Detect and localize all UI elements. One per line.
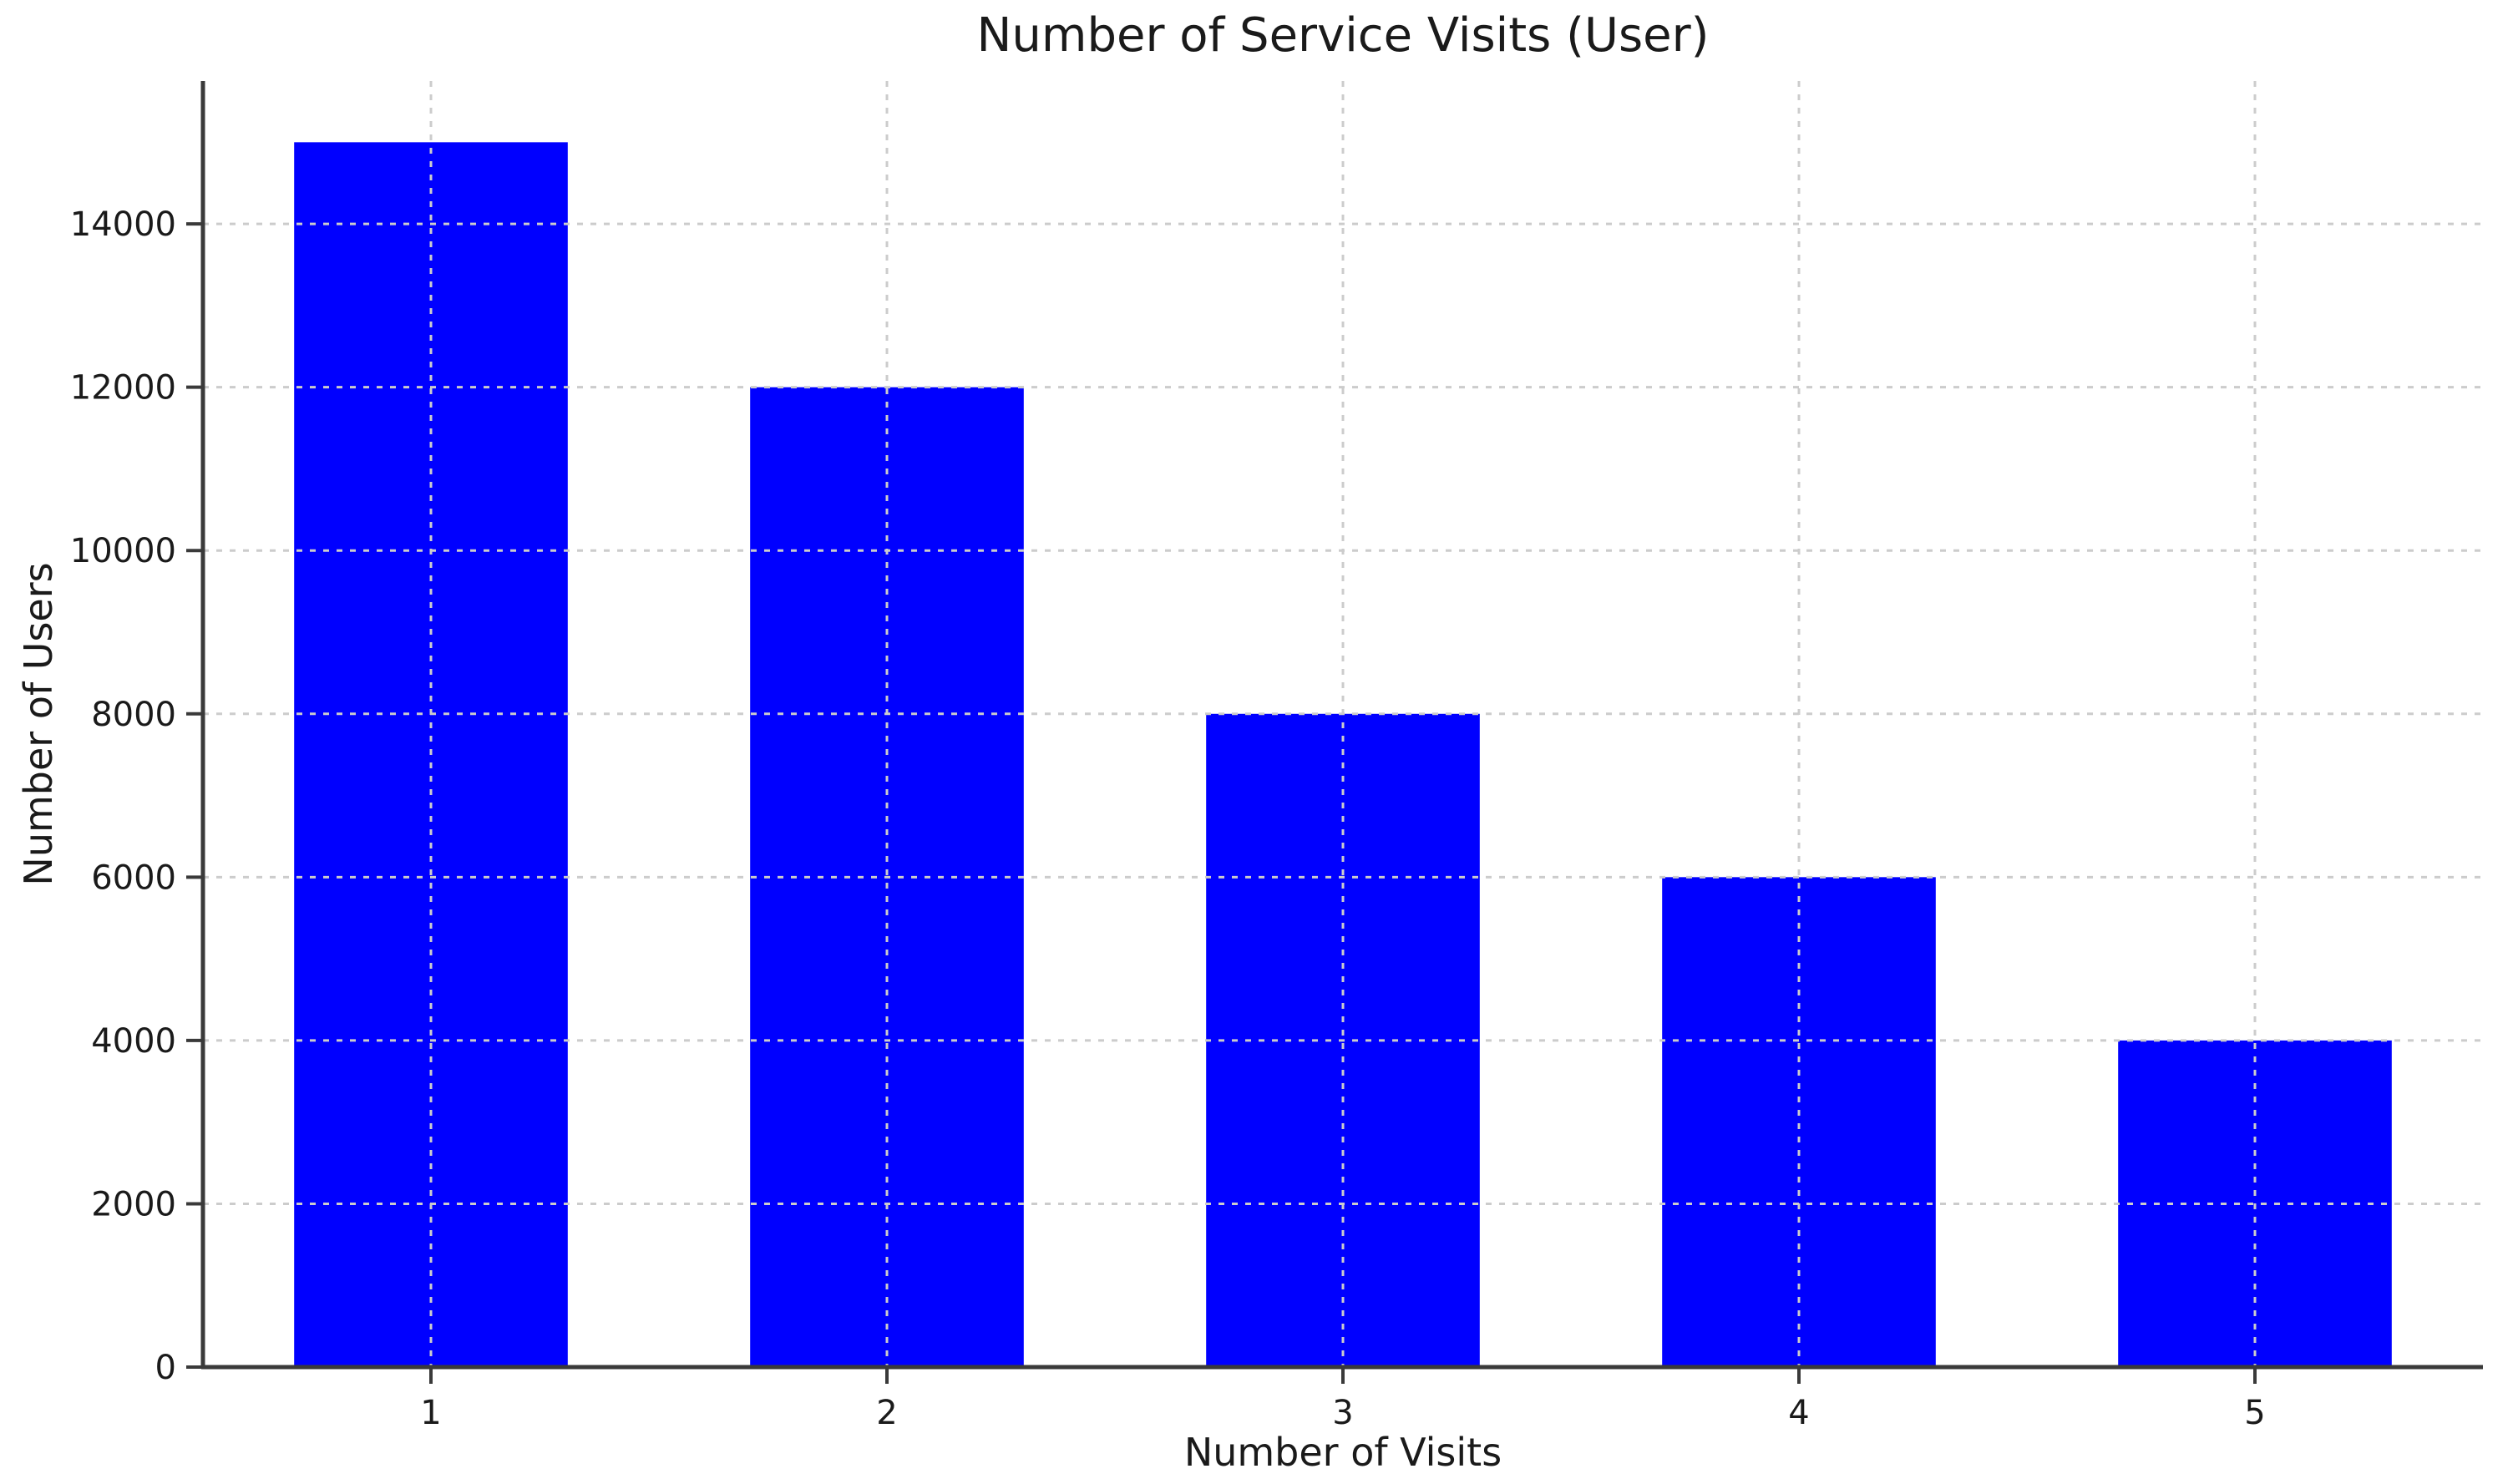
y-tick-label: 10000 (70, 532, 176, 570)
y-tick-label: 2000 (91, 1185, 176, 1223)
x-axis-label: Number of Visits (1183, 1430, 1502, 1475)
x-tick-label: 1 (420, 1394, 441, 1432)
chart-title: Number of Service Visits (User) (976, 8, 1710, 63)
x-tick-label: 2 (876, 1394, 897, 1432)
y-tick-label: 4000 (91, 1022, 176, 1061)
x-tick-label: 5 (2244, 1394, 2265, 1432)
y-tick-label: 6000 (91, 858, 176, 897)
y-tick-label: 0 (155, 1349, 176, 1387)
x-tick-label: 4 (1788, 1394, 1809, 1432)
y-axis-label: Number of Users (16, 562, 61, 886)
y-tick-label: 8000 (91, 696, 176, 734)
x-tick-label: 3 (1332, 1394, 1353, 1432)
y-tick-label: 12000 (70, 369, 176, 408)
y-tick-label: 14000 (70, 205, 176, 244)
